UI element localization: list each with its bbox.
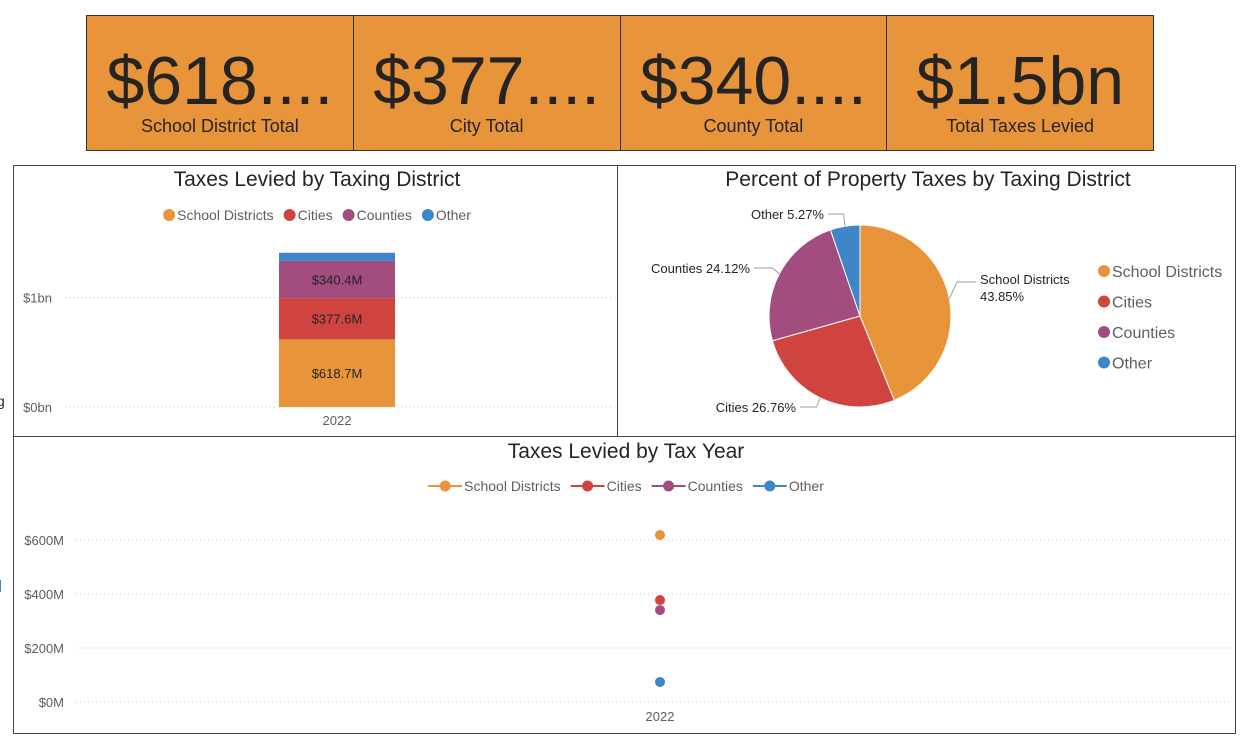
- kpi-value: $340....: [639, 44, 867, 118]
- leader-line: [754, 267, 780, 275]
- pie-slice: [771, 315, 895, 408]
- leader-line: [828, 213, 846, 227]
- offscreen-fragment-bar: [0, 580, 1, 592]
- legend-label: Cities: [607, 478, 642, 494]
- chart-title: Taxes Levied by Tax Year: [508, 440, 745, 463]
- legend-label: School Districts: [177, 207, 273, 223]
- data-label: School Districts: [980, 272, 1070, 287]
- legend-label: Other: [1112, 356, 1153, 373]
- legend-marker: [163, 209, 176, 221]
- data-point: [655, 529, 665, 540]
- kpi-label: County Total: [703, 116, 804, 136]
- line-chart-panel[interactable]: Taxes Levied by Tax Year School Districts…: [13, 436, 1236, 734]
- legend-marker: [1098, 326, 1110, 338]
- legend-label: Other: [436, 207, 471, 223]
- chart-title: Taxes Levied by Taxing District: [174, 168, 461, 191]
- data-label: $340.4M: [312, 273, 363, 288]
- offscreen-fragment: g: [0, 393, 5, 409]
- stacked-bar-chart-panel[interactable]: Taxes Levied by Taxing District School Di…: [13, 165, 619, 438]
- data-label: Counties 24.12%: [651, 261, 750, 276]
- kpi-card-city-total[interactable]: $377.... City Total: [353, 15, 621, 151]
- chart-title: Percent of Property Taxes by Taxing Dist…: [725, 168, 1131, 191]
- data-label: Cities 26.76%: [716, 400, 797, 415]
- line-chart: Taxes Levied by Tax Year School Districts…: [24, 440, 1232, 724]
- kpi-label: School District Total: [141, 116, 299, 136]
- y-tick-label: $200M: [24, 641, 64, 656]
- y-tick-label: $0bn: [23, 400, 52, 415]
- data-label: $618.7M: [312, 366, 363, 381]
- kpi-label: Total Taxes Levied: [946, 116, 1094, 136]
- legend-label: Counties: [688, 478, 743, 494]
- bar-segment: [279, 252, 395, 261]
- x-tick-label: 2022: [646, 709, 675, 724]
- legend-marker: [1098, 265, 1110, 277]
- y-tick-label: $1bn: [23, 291, 52, 306]
- kpi-card-school-district-total[interactable]: $618.... School District Total: [86, 15, 354, 151]
- kpi-value: $618....: [106, 44, 334, 118]
- legend-marker: [582, 480, 594, 492]
- data-label-pct: 43.85%: [980, 289, 1025, 304]
- legend-marker: [421, 209, 434, 221]
- bar-segment: [279, 298, 395, 340]
- legend-marker: [283, 209, 296, 221]
- legend-marker: [342, 209, 355, 221]
- legend-label: Cities: [298, 207, 333, 223]
- kpi-label: City Total: [449, 116, 524, 136]
- legend-marker: [439, 480, 451, 492]
- data-label: Other 5.27%: [751, 207, 824, 222]
- kpi-value: $377....: [373, 44, 601, 118]
- data-point: [655, 605, 665, 616]
- legend-marker: [764, 480, 776, 492]
- legend-label: School Districts: [464, 478, 560, 494]
- legend-marker: [1098, 295, 1110, 308]
- kpi-card-total-taxes-levied[interactable]: $1.5bn Total Taxes Levied: [887, 15, 1154, 151]
- y-tick-label: $0M: [39, 695, 64, 710]
- legend-label: Cities: [1112, 295, 1152, 312]
- pie-slice: [859, 224, 952, 401]
- kpi-value: $1.5bn: [916, 44, 1125, 118]
- legend-label: Counties: [1112, 325, 1175, 342]
- kpi-card-county-total[interactable]: $340.... County Total: [620, 15, 888, 151]
- legend-marker: [1098, 356, 1110, 369]
- legend-marker: [663, 480, 675, 492]
- kpi-card-row: $618.... School District Total $377.... …: [86, 15, 1154, 151]
- y-tick-label: $600M: [24, 533, 64, 548]
- data-point: [655, 595, 665, 606]
- bar-segment: [279, 260, 395, 299]
- leader-line: [800, 397, 821, 408]
- legend-label: Other: [789, 478, 824, 494]
- pie-chart: Percent of Property Taxes by Taxing Dist…: [651, 168, 1222, 415]
- x-tick-label: 2022: [323, 413, 352, 428]
- pie-chart-panel[interactable]: Percent of Property Taxes by Taxing Dist…: [617, 165, 1236, 438]
- y-tick-label: $400M: [24, 587, 64, 602]
- legend-label: School Districts: [1112, 264, 1222, 281]
- data-label: $377.6M: [312, 312, 363, 327]
- data-point: [655, 676, 665, 687]
- leader-line: [948, 281, 976, 299]
- legend-label: Counties: [357, 207, 412, 223]
- stacked-bar-chart: Taxes Levied by Taxing District School Di…: [23, 168, 614, 428]
- bar-segment: [279, 339, 395, 407]
